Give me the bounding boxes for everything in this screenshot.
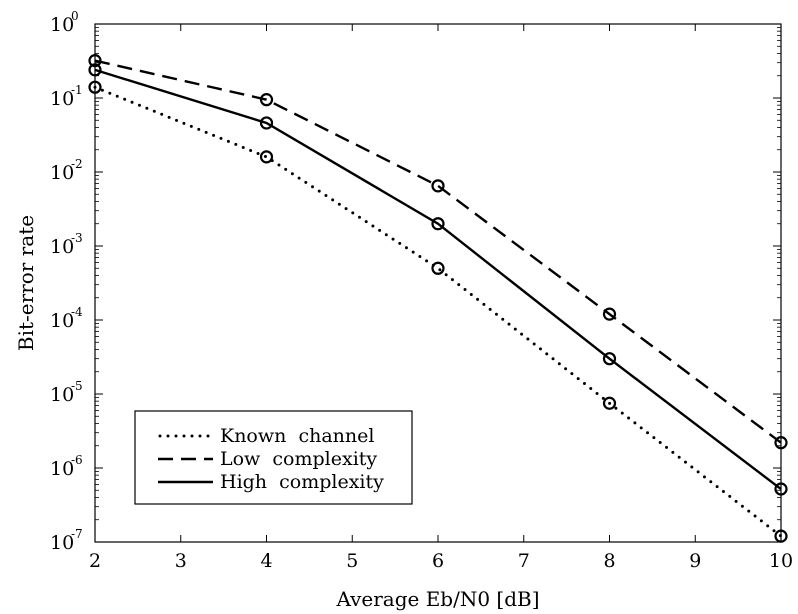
series-markers	[88, 54, 788, 543]
y-tick-label-mantissa: 10	[50, 14, 74, 36]
y-tick-label-exponent: 0	[71, 9, 79, 23]
data-point-low-complexity	[774, 436, 788, 450]
y-tick-label-mantissa: 10	[50, 384, 74, 406]
y-tick-label-mantissa: 10	[50, 88, 74, 110]
data-point-low-complexity	[88, 54, 102, 68]
y-tick-label-exponent: -1	[71, 83, 83, 97]
series-lines	[93, 59, 783, 538]
x-tick-label: 7	[518, 550, 530, 572]
data-point-known-channel	[774, 529, 788, 543]
data-point-known-channel	[88, 80, 102, 94]
y-tick-label-exponent: -7	[71, 527, 83, 541]
legend: Known channel Low complexity High comple…	[134, 410, 413, 505]
y-tick-label-exponent: -6	[71, 453, 83, 467]
data-point-low-complexity	[259, 93, 274, 107]
legend-label-low-complexity: Low complexity	[220, 448, 377, 470]
y-tick-label-mantissa: 10	[50, 236, 74, 258]
y-tick-label-exponent: -5	[71, 379, 83, 393]
data-point-high-complexity	[259, 116, 274, 130]
data-point-low-complexity	[602, 307, 617, 321]
x-tick-label: 4	[260, 550, 272, 572]
y-tick-label-mantissa: 10	[50, 532, 74, 554]
data-point-known-channel	[259, 150, 274, 164]
y-tick-label-exponent: -3	[71, 231, 83, 245]
axis-ticks	[94, 23, 782, 543]
y-tick-label-mantissa: 10	[50, 310, 74, 332]
x-tick-label: 8	[603, 550, 615, 572]
y-tick-label-exponent: -2	[71, 157, 83, 171]
series-line-high-complexity	[94, 68, 782, 490]
data-point-known-channel	[431, 261, 445, 275]
x-axis-label: Average Eb/N0 [dB]	[335, 587, 539, 611]
x-tick-label: 9	[689, 550, 701, 572]
y-axis-label: Bit-error rate	[14, 215, 38, 351]
data-point-high-complexity	[602, 352, 617, 366]
x-tick-labels: 2 3 4 5 6 7 8 9 10	[89, 550, 793, 572]
legend-box	[134, 410, 413, 505]
y-tick-label-mantissa: 10	[50, 162, 74, 184]
x-tick-label: 6	[432, 550, 444, 572]
x-tick-label: 3	[175, 550, 187, 572]
x-tick-label: 2	[89, 550, 101, 572]
series-line-low-complexity	[94, 59, 782, 444]
x-tick-label: 5	[346, 550, 358, 572]
y-tick-label-exponent: -4	[71, 305, 83, 319]
legend-label-known-channel: Known channel	[220, 425, 374, 447]
data-point-high-complexity	[88, 63, 102, 77]
series-line-known-channel	[93, 85, 783, 538]
data-point-high-complexity	[774, 482, 788, 496]
x-tick-label: 10	[769, 550, 793, 572]
data-point-known-channel	[602, 396, 617, 410]
data-point-high-complexity	[431, 217, 445, 231]
data-point-low-complexity	[431, 179, 445, 193]
y-tick-label-mantissa: 10	[50, 458, 74, 480]
legend-label-high-complexity: High complexity	[220, 471, 384, 493]
